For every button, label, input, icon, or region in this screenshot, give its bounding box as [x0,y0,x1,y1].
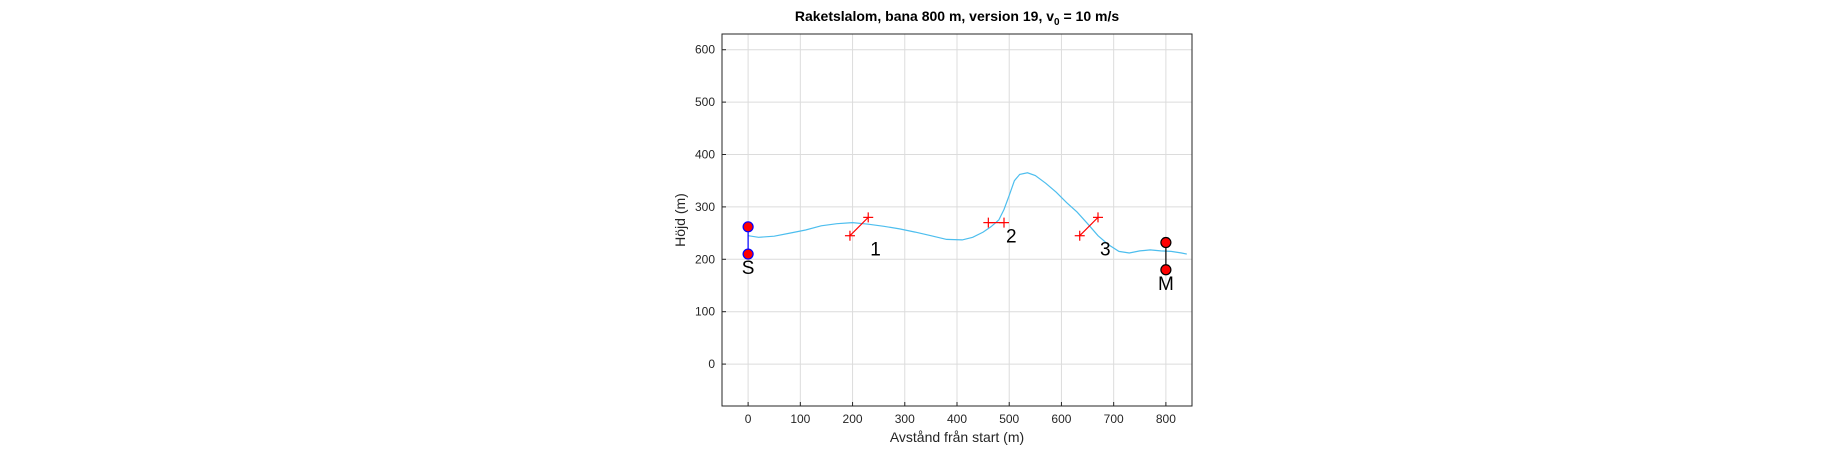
gate-3-line [1079,216,1099,237]
x-tick-label: 500 [999,412,1019,426]
x-tick-label: 0 [745,412,752,426]
y-tick-label: 600 [695,43,715,57]
x-tick-label: 700 [1104,412,1124,426]
start-bottom-marker [742,248,754,260]
grid [722,34,1192,406]
finish-bottom-marker [1160,264,1172,276]
x-tick-label: 200 [843,412,863,426]
trajectory-line [748,172,1187,255]
y-tick-label: 100 [695,305,715,319]
gate-1-line [849,216,869,237]
x-tick-label: 400 [947,412,967,426]
gate-1-label: 1 [870,240,881,261]
chart-title-main: Raketslalom, bana 800 m, version 19, v [795,8,1054,24]
chart-title-tail: = 10 m/s [1060,8,1120,24]
x-tick-label: 100 [790,412,810,426]
x-axis-label: Avstånd från start (m) [890,429,1024,445]
plot-area: 1 2 3 S M 0 100 200 300 400 500 600 700 800 0 100 200 30… [695,33,1193,426]
y-tick-label: 400 [695,148,715,162]
ticks: 0 100 200 300 400 500 600 700 800 0 100 200 300 400 50… [695,43,1176,426]
y-tick-label: 0 [708,357,715,371]
x-tick-label: 800 [1156,412,1176,426]
y-axis-label: Höjd (m) [672,193,688,247]
gate-2-label: 2 [1006,227,1017,248]
chart-title: Raketslalom, bana 800 m, version 19, v0 … [795,8,1119,28]
finish-label: M [1158,274,1174,295]
data-layer: 1 2 3 S M [742,172,1187,295]
y-tick-label: 300 [695,200,715,214]
start-top-marker [742,221,754,233]
y-tick-label: 500 [695,95,715,109]
finish-top-marker [1160,236,1172,249]
start-label: S [742,258,755,279]
chart-title-subscript: 0 [1054,17,1060,28]
y-tick-label: 200 [695,252,715,266]
gate-3-label: 3 [1100,240,1111,261]
x-tick-label: 300 [895,412,915,426]
x-tick-label: 600 [1051,412,1071,426]
